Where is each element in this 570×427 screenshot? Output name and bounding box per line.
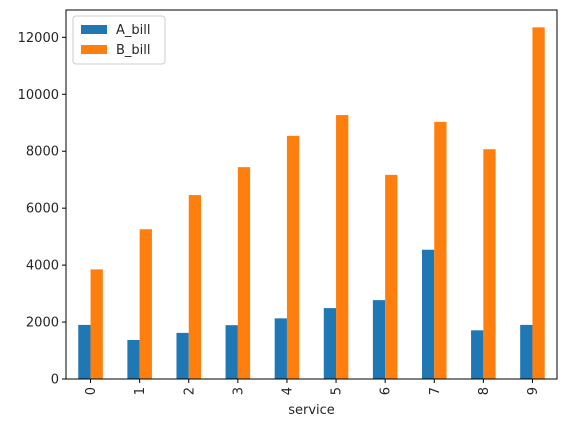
x-tick-label: 4: [280, 387, 295, 395]
bar-B_bill-6: [385, 174, 398, 379]
bars-group: [78, 27, 545, 380]
bar-A_bill-5: [323, 308, 337, 379]
bar-B_bill-3: [237, 167, 251, 379]
y-tick-label: 4000: [26, 259, 59, 274]
bar-A_bill-7: [421, 249, 435, 379]
bar-B_bill-4: [286, 135, 300, 379]
bar-A_bill-8: [471, 330, 484, 379]
bar-B_bill-7: [434, 121, 447, 379]
bar-B_bill-1: [139, 229, 152, 379]
bar-B_bill-2: [188, 195, 202, 379]
bar-A_bill-3: [225, 325, 238, 379]
x-tick-label: 1: [133, 387, 148, 395]
x-tick-label: 3: [231, 387, 246, 395]
y-tick-label: 6000: [26, 202, 59, 217]
x-tick-label: 5: [330, 387, 345, 395]
bar-B_bill-9: [532, 27, 545, 380]
bar-A_bill-0: [78, 324, 91, 379]
x-tick-label: 6: [379, 387, 394, 395]
y-tick-label: 8000: [26, 145, 59, 160]
bar-B_bill-0: [90, 269, 103, 379]
legend-swatch-B_bill: [81, 45, 107, 54]
bar-A_bill-9: [520, 324, 533, 379]
x-tick-label: 2: [182, 387, 197, 395]
legend-label-B_bill: B_bill: [116, 43, 151, 58]
y-tick-label: 0: [51, 373, 59, 388]
bar-B_bill-8: [483, 149, 496, 379]
legend-swatch-A_bill: [81, 25, 107, 34]
y-tick-label: 12000: [18, 31, 59, 46]
bar-A_bill-6: [372, 300, 386, 379]
x-tick-label: 7: [428, 387, 443, 395]
bar-A_bill-4: [274, 318, 287, 379]
legend: A_bill B_bill: [72, 15, 166, 65]
legend-label-A_bill: A_bill: [116, 23, 150, 38]
y-tick-label: 2000: [26, 316, 59, 331]
x-axis: 0 1 2 3 4 5 6 7 8 9: [84, 379, 541, 395]
x-tick-label: 0: [84, 387, 99, 395]
bar-A_bill-1: [127, 339, 140, 379]
bar-A_bill-2: [176, 332, 189, 379]
bar-B_bill-5: [336, 115, 349, 379]
x-tick-label: 9: [526, 387, 541, 395]
plot-frame: [65, 9, 558, 380]
y-axis: 0 2000 4000 6000 8000 10000 12000: [18, 31, 66, 388]
y-tick-label: 10000: [18, 88, 59, 103]
x-axis-label: service: [288, 403, 335, 418]
x-tick-label: 8: [477, 387, 492, 395]
